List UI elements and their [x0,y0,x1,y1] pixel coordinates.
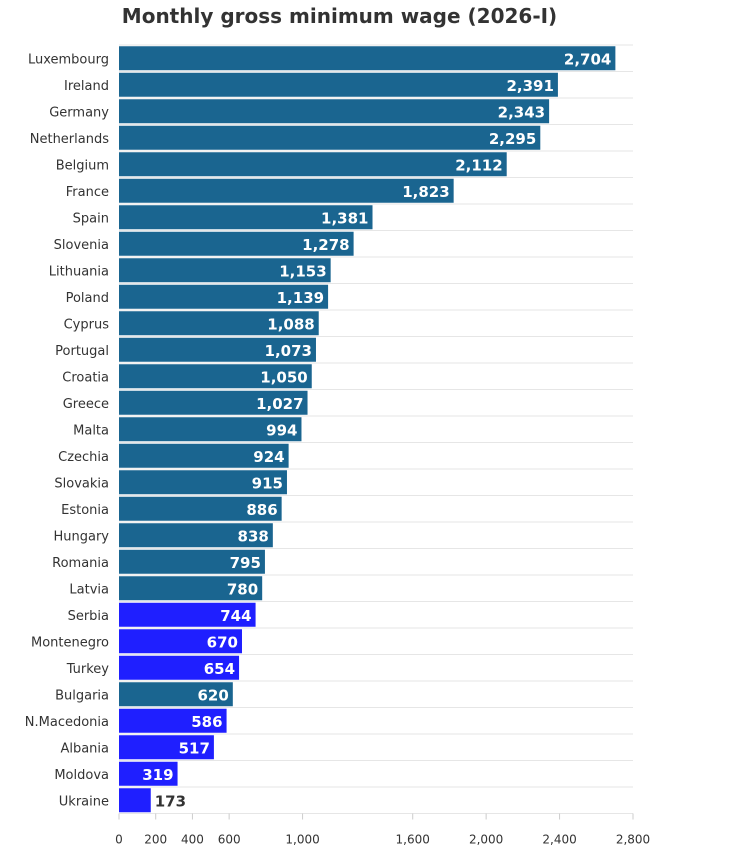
bar [119,735,214,760]
category-label: Moldova [54,768,109,783]
data-label: 2,112 [455,156,502,174]
bar [119,549,265,574]
data-label: 838 [238,527,269,545]
x-tick-label: 0 [115,833,123,847]
bar [119,364,312,389]
bar [119,470,287,495]
data-label: 1,088 [267,315,314,333]
bar [119,682,233,707]
category-label: Malta [73,423,109,438]
data-label: 1,073 [265,342,312,360]
bar [119,602,256,627]
category-label: Portugal [55,344,109,359]
category-label: Netherlands [30,132,109,147]
category-label: Estonia [61,503,109,518]
bar [119,178,454,203]
category-label: Ireland [64,79,109,94]
category-label: Ukraine [59,794,109,809]
category-label: Serbia [68,609,109,624]
bar [119,205,373,230]
data-label: 2,295 [489,130,536,148]
data-label: 517 [179,739,210,757]
data-label: 1,139 [277,289,324,307]
bar [119,125,541,150]
x-tick-label: 600 [218,833,241,847]
data-label: 1,278 [302,236,349,254]
bar [119,523,273,548]
bar [119,417,302,442]
category-label: Poland [66,291,109,306]
data-label: 744 [220,607,251,625]
bar [119,576,263,601]
data-label: 780 [227,580,258,598]
category-label: Hungary [53,529,109,544]
data-label: 1,381 [321,209,368,227]
bar [119,708,227,733]
data-label: 586 [191,713,222,731]
bar [119,99,550,124]
x-tick-label: 400 [181,833,204,847]
data-label: 2,343 [498,103,545,121]
category-label: Belgium [56,158,109,173]
bar [119,258,331,283]
x-tick-label: 2,800 [616,833,650,847]
data-label: 173 [155,792,186,810]
data-label: 795 [230,554,261,572]
category-label: Lithuania [49,264,109,279]
bar [119,496,282,521]
data-label: 1,050 [260,368,307,386]
bar [119,311,319,336]
category-label: Albania [60,741,109,756]
category-label: Luxembourg [28,52,109,67]
data-label: 1,153 [279,262,326,280]
x-tick-label: 1,600 [396,833,430,847]
data-label: 915 [252,474,283,492]
bar [119,231,354,256]
category-label: Romania [52,556,109,571]
category-label: Czechia [58,450,109,465]
bar [119,788,151,813]
data-label: 670 [207,633,238,651]
bar [119,284,329,309]
category-label: Turkey [66,662,110,677]
data-label: 924 [253,448,284,466]
data-label: 319 [142,766,173,784]
data-label: 1,027 [256,395,303,413]
category-label: N.Macedonia [25,715,109,730]
data-label: 886 [246,501,277,519]
data-label: 1,823 [402,183,449,201]
data-label: 2,391 [506,77,553,95]
bar [119,46,616,71]
category-label: Latvia [69,582,109,597]
x-tick-label: 200 [144,833,167,847]
category-label: Greece [63,397,109,412]
category-label: Bulgaria [55,688,109,703]
bar [119,390,308,415]
bar [119,655,240,680]
category-label: Spain [73,211,109,226]
bar [119,761,178,786]
category-label: Germany [49,105,109,120]
bar [119,629,242,654]
category-label: France [66,185,109,200]
bar [119,337,316,362]
x-tick-label: 2,000 [469,833,503,847]
bar [119,443,289,468]
category-label: Montenegro [31,635,109,650]
bar [119,72,558,97]
x-tick-label: 2,400 [542,833,576,847]
x-tick-label: 1,000 [285,833,319,847]
bar [119,152,507,177]
data-label: 654 [204,660,235,678]
category-label: Slovakia [54,476,109,491]
category-label: Slovenia [54,238,109,253]
category-label: Cyprus [64,317,110,332]
category-label: Croatia [62,370,109,385]
chart-title: Monthly gross minimum wage (2026-I) [121,4,558,28]
data-label: 2,704 [564,50,611,68]
data-label: 994 [266,421,297,439]
data-label: 620 [198,686,229,704]
